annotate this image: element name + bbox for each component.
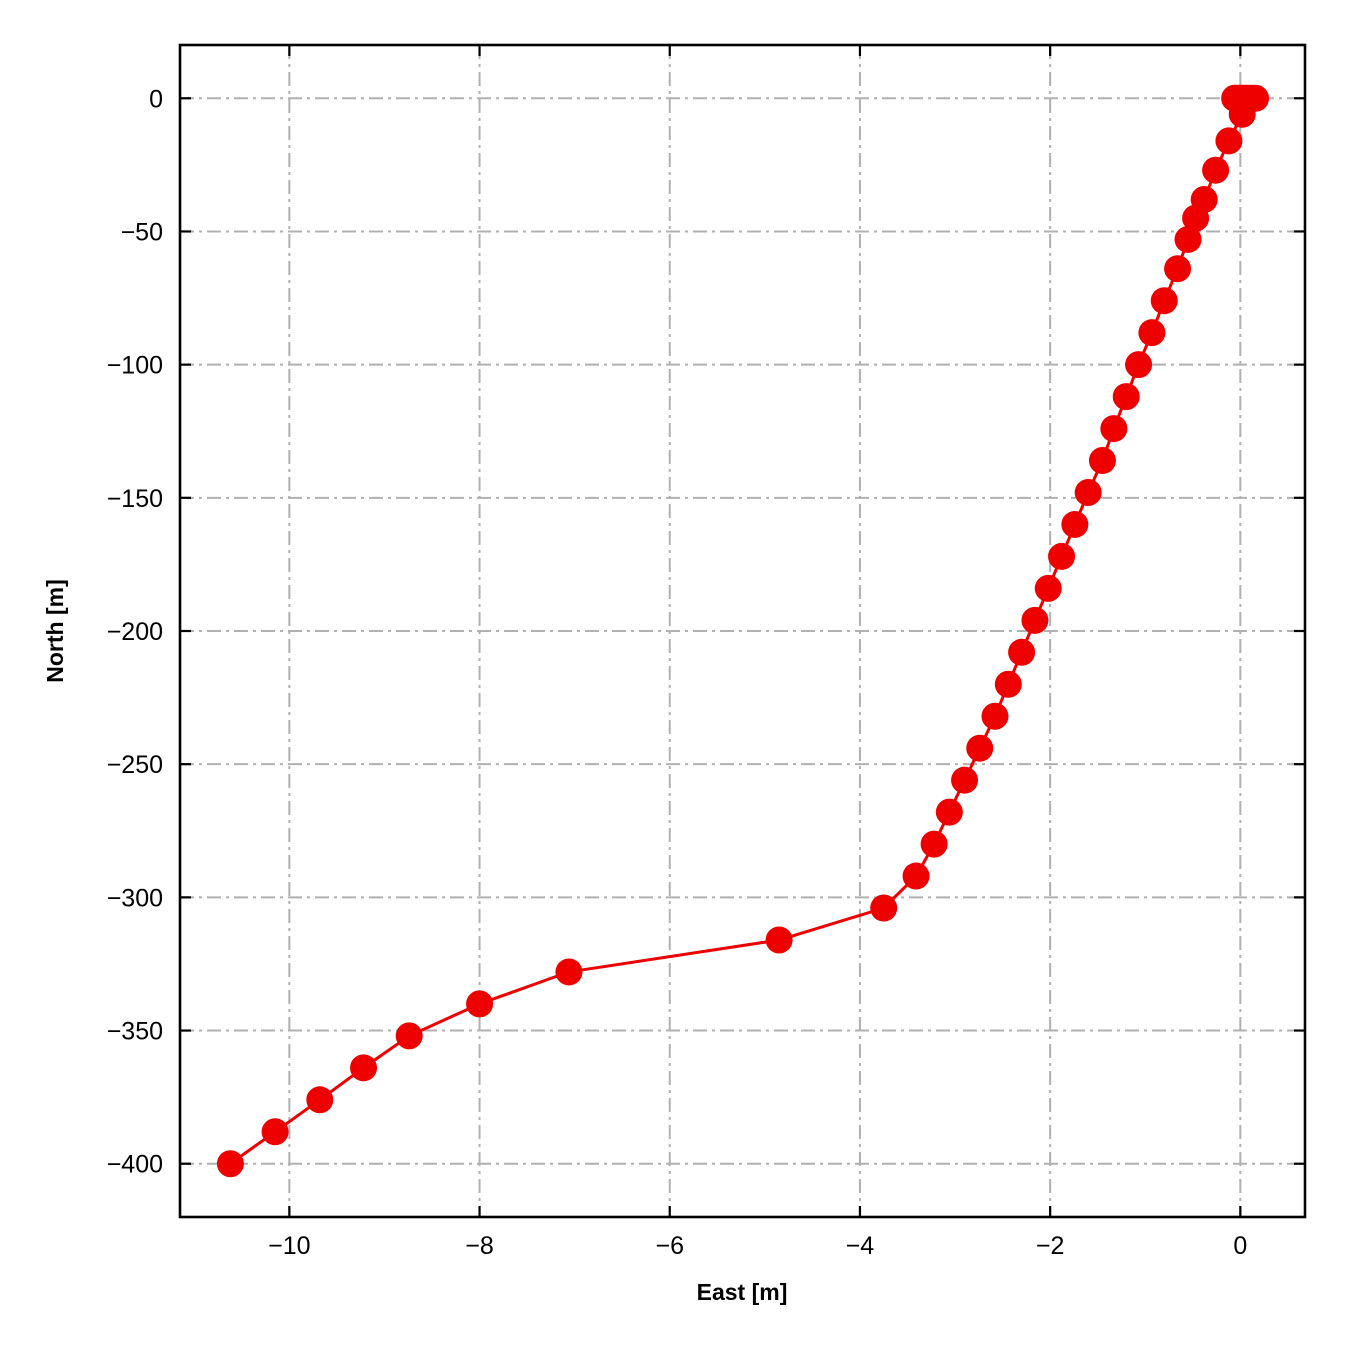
data-point	[261, 1118, 289, 1146]
data-point	[1112, 383, 1140, 411]
data-point	[1074, 478, 1102, 506]
data-point	[1125, 351, 1153, 379]
data-point	[765, 926, 793, 954]
data-point	[994, 670, 1022, 698]
data-point	[1150, 287, 1178, 315]
y-tick-label: −400	[107, 1151, 163, 1179]
data-point	[1182, 204, 1210, 232]
data-point	[395, 1022, 423, 1050]
data-point	[1202, 156, 1230, 184]
x-tick-label: −4	[846, 1232, 875, 1260]
grid-lines	[180, 45, 1305, 1217]
data-point	[1061, 510, 1089, 538]
y-tick-label: −250	[107, 751, 163, 779]
y-tick-label: −300	[107, 884, 163, 912]
data-point	[902, 862, 930, 890]
data-point	[951, 766, 979, 794]
y-tick-label: −350	[107, 1018, 163, 1046]
data-point	[1021, 606, 1049, 634]
data-point	[216, 1150, 244, 1178]
x-tick-label: −2	[1036, 1232, 1065, 1260]
data-point	[981, 702, 1009, 730]
x-tick-label: −10	[268, 1232, 310, 1260]
y-tick-label: −200	[107, 618, 163, 646]
data-point	[1215, 127, 1243, 155]
y-tick-label: 0	[149, 85, 163, 113]
data-point	[1138, 319, 1166, 347]
x-tick-label: 0	[1233, 1232, 1247, 1260]
data-point	[1088, 447, 1116, 475]
data-point	[966, 734, 994, 762]
data-point	[1228, 100, 1256, 128]
data-point	[935, 798, 963, 826]
data-point	[306, 1086, 334, 1114]
x-tick-label: −6	[655, 1232, 684, 1260]
data-point	[1100, 415, 1128, 443]
y-tick-label: −150	[107, 485, 163, 513]
y-axis-label: North [m]	[42, 579, 68, 682]
y-tick-label: −50	[121, 218, 163, 246]
axis-ticks: −10 −8 −6 −4 −2 00−50−100−150−200−250−300−350…	[107, 45, 1305, 1260]
x-tick-label: −8	[465, 1232, 494, 1260]
data-point	[1174, 225, 1202, 253]
data-point	[1008, 638, 1036, 666]
data-point	[870, 894, 898, 922]
data-point	[920, 830, 948, 858]
x-axis-label: East [m]	[697, 1279, 788, 1305]
data-point	[350, 1054, 378, 1082]
data-point	[555, 958, 583, 986]
data-point	[1034, 574, 1062, 602]
data-point	[1048, 542, 1076, 570]
data-series	[216, 84, 1270, 1178]
data-point	[466, 990, 494, 1018]
data-point	[1164, 255, 1192, 283]
y-tick-label: −100	[107, 352, 163, 380]
